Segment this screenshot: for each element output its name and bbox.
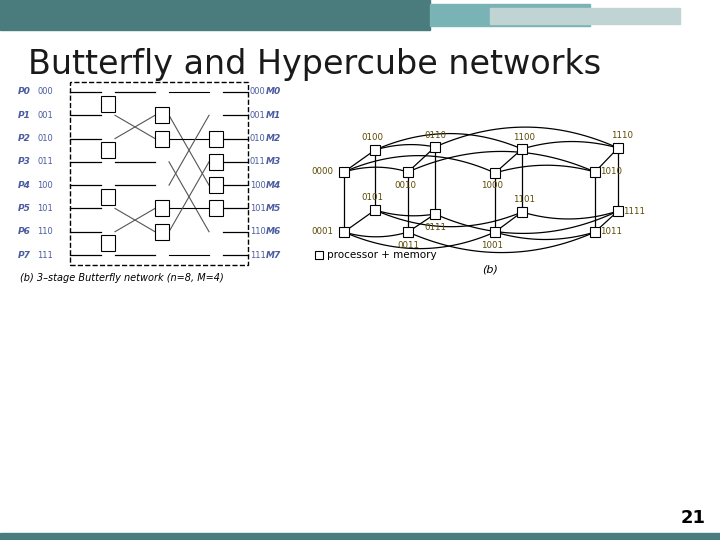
Bar [315,251,323,259]
Text: 0000: 0000 [311,167,333,177]
Text: 100: 100 [37,181,53,190]
Bar [155,224,169,240]
Text: P6: P6 [18,227,31,236]
Bar [490,227,500,237]
Text: 21: 21 [681,509,706,527]
Text: 1000: 1000 [481,181,503,191]
Text: 1110: 1110 [611,132,633,140]
Text: 110: 110 [250,227,266,236]
Text: 110: 110 [37,227,53,236]
Text: 0101: 0101 [361,193,383,202]
Bar [403,227,413,237]
Bar [490,8,680,24]
Text: 000: 000 [37,87,53,97]
Text: 111: 111 [37,251,53,260]
Text: 001: 001 [37,111,53,120]
Text: M2: M2 [266,134,282,143]
Text: 1001: 1001 [481,240,503,249]
Bar [70,82,248,265]
Text: 011: 011 [250,157,266,166]
Text: 010: 010 [250,134,266,143]
Text: M5: M5 [266,204,282,213]
Text: P0: P0 [18,87,31,97]
Text: 000: 000 [250,87,266,97]
Bar [613,206,623,216]
Text: 011: 011 [37,157,53,166]
Text: M3: M3 [266,157,282,166]
Text: 1011: 1011 [600,227,622,237]
Text: M1: M1 [266,111,282,120]
Bar [590,227,600,237]
Bar [517,207,527,217]
Bar [0,0,430,30]
Bar [209,154,223,170]
Bar [339,167,349,177]
Bar [370,205,380,215]
Text: 101: 101 [37,204,53,213]
Bar [430,4,590,26]
Bar [209,131,223,146]
Text: (b): (b) [482,265,498,275]
Bar [101,96,115,112]
Text: 001: 001 [250,111,266,120]
Text: 1111: 1111 [623,206,645,215]
Bar [490,168,500,178]
Text: 0110: 0110 [424,131,446,139]
Text: 100: 100 [250,181,266,190]
Text: P5: P5 [18,204,31,213]
Text: 0010: 0010 [394,180,416,190]
Bar [590,167,600,177]
Text: 1101: 1101 [513,195,535,205]
Text: M7: M7 [266,251,282,260]
Text: 010: 010 [37,134,53,143]
Text: P2: P2 [18,134,31,143]
Text: M6: M6 [266,227,282,236]
Text: 1010: 1010 [600,167,622,177]
Text: 0100: 0100 [361,133,383,143]
Text: 0001: 0001 [311,227,333,237]
Bar [101,189,115,205]
Bar [155,107,169,123]
Bar [155,131,169,146]
Text: processor + memory: processor + memory [327,250,436,260]
Text: P7: P7 [18,251,31,260]
Text: 1100: 1100 [513,132,535,141]
Bar [613,143,623,153]
Text: Butterfly and Hypercube networks: Butterfly and Hypercube networks [28,48,601,81]
Text: 111: 111 [250,251,266,260]
Text: P4: P4 [18,181,31,190]
Bar [430,209,440,219]
Bar [209,200,223,217]
Bar [339,227,349,237]
Text: P1: P1 [18,111,31,120]
Bar [517,144,527,154]
Text: M4: M4 [266,181,282,190]
Bar [155,200,169,217]
Text: M0: M0 [266,87,282,97]
Bar [370,145,380,155]
Text: P3: P3 [18,157,31,166]
Bar [209,177,223,193]
Text: 101: 101 [250,204,266,213]
Text: (b) 3–stage Butterfly network (n=8, M=4): (b) 3–stage Butterfly network (n=8, M=4) [20,273,224,283]
Text: 0111: 0111 [424,222,446,232]
Text: 0011: 0011 [397,240,419,249]
Bar [0,533,720,540]
Bar [430,142,440,152]
Bar [101,235,115,251]
Bar [101,142,115,158]
Bar [403,167,413,177]
